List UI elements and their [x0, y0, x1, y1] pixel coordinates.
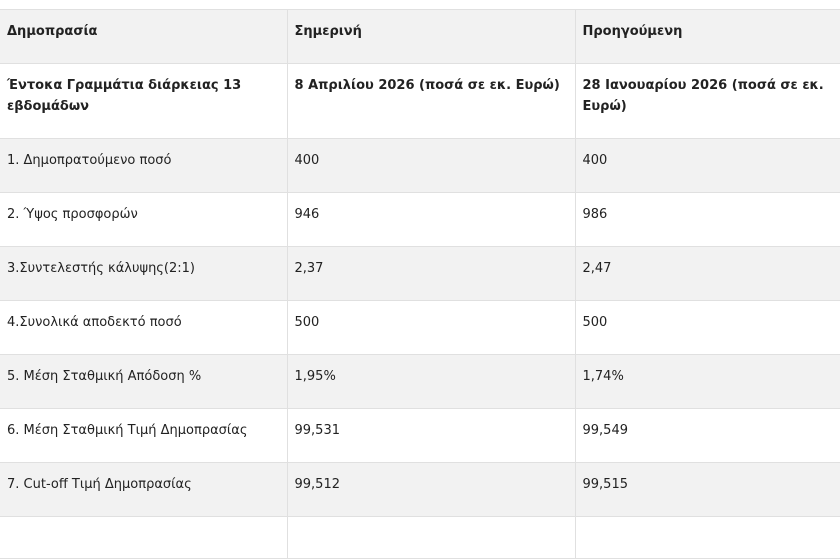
- table-cell: 986: [574, 192, 840, 247]
- table-cell: 2. Ύψος προσφορών: [0, 192, 288, 247]
- table-cell: 946: [286, 192, 576, 247]
- table-cell: [0, 516, 288, 559]
- table-row: [0, 516, 840, 559]
- table-cell: 1,95%: [286, 354, 576, 409]
- table-row: Δημοπρασία Σημερινή Προηγούμενη: [0, 9, 840, 64]
- table-row: 4.Συνολικά αποδεκτό ποσό 500 500: [0, 300, 840, 355]
- table-cell: 4.Συνολικά αποδεκτό ποσό: [0, 300, 288, 355]
- table-cell: [574, 516, 840, 559]
- table-row: Έντοκα Γραμμάτια διάρκειας 13 εβδομάδων 8…: [0, 63, 840, 139]
- table-cell: 3.Συντελεστής κάλυψης(2:1): [0, 246, 288, 301]
- table-cell: 28 Ιανουαρίου 2026 (ποσά σε εκ. Ευρώ): [574, 63, 840, 139]
- table-body: Δημοπρασία Σημερινή Προηγούμενη Έντοκα Γραμ…: [0, 9, 840, 559]
- table-cell: 99,512: [286, 462, 576, 517]
- table-cell: 2,47: [574, 246, 840, 301]
- table-cell: 8 Απριλίου 2026 (ποσά σε εκ. Ευρώ): [286, 63, 576, 139]
- table-cell: 7. Cut-off Τιμή Δημοπρασίας: [0, 462, 288, 517]
- table-row: 1. Δημοπρατούμενο ποσό 400 400: [0, 138, 840, 193]
- auction-table: Δημοπρασία Σημερινή Προηγούμενη Έντοκα Γραμ…: [0, 9, 840, 559]
- table-cell: Έντοκα Γραμμάτια διάρκειας 13 εβδομάδων: [0, 63, 288, 139]
- table-cell: 1. Δημοπρατούμενο ποσό: [0, 138, 288, 193]
- table-cell: 500: [286, 300, 576, 355]
- table-cell: Προηγούμενη: [574, 9, 840, 64]
- table-cell: [286, 516, 576, 559]
- table-cell: 500: [574, 300, 840, 355]
- table-row: 2. Ύψος προσφορών 946 986: [0, 192, 840, 247]
- table-cell: 5. Μέση Σταθμική Απόδοση %: [0, 354, 288, 409]
- table-row: 3.Συντελεστής κάλυψης(2:1) 2,37 2,47: [0, 246, 840, 301]
- table-cell: 2,37: [286, 246, 576, 301]
- table-cell: 99,549: [574, 408, 840, 463]
- table-cell: 99,515: [574, 462, 840, 517]
- table-cell: 400: [286, 138, 576, 193]
- table-row: 5. Μέση Σταθμική Απόδοση % 1,95% 1,74%: [0, 354, 840, 409]
- table-cell: 6. Μέση Σταθμική Τιμή Δημοπρασίας: [0, 408, 288, 463]
- table-wrap: Δημοπρασία Σημερινή Προηγούμενη Έντοκα Γραμ…: [0, 9, 840, 559]
- table-cell: 400: [574, 138, 840, 193]
- table-cell: Δημοπρασία: [0, 9, 288, 64]
- page: Δημοπρασία Σημερινή Προηγούμενη Έντοκα Γραμ…: [0, 9, 840, 559]
- table-cell: Σημερινή: [286, 9, 576, 64]
- table-row: 7. Cut-off Τιμή Δημοπρασίας 99,512 99,515: [0, 462, 840, 517]
- table-cell: 1,74%: [574, 354, 840, 409]
- table-cell: 99,531: [286, 408, 576, 463]
- table-row: 6. Μέση Σταθμική Τιμή Δημοπρασίας 99,531 9…: [0, 408, 840, 463]
